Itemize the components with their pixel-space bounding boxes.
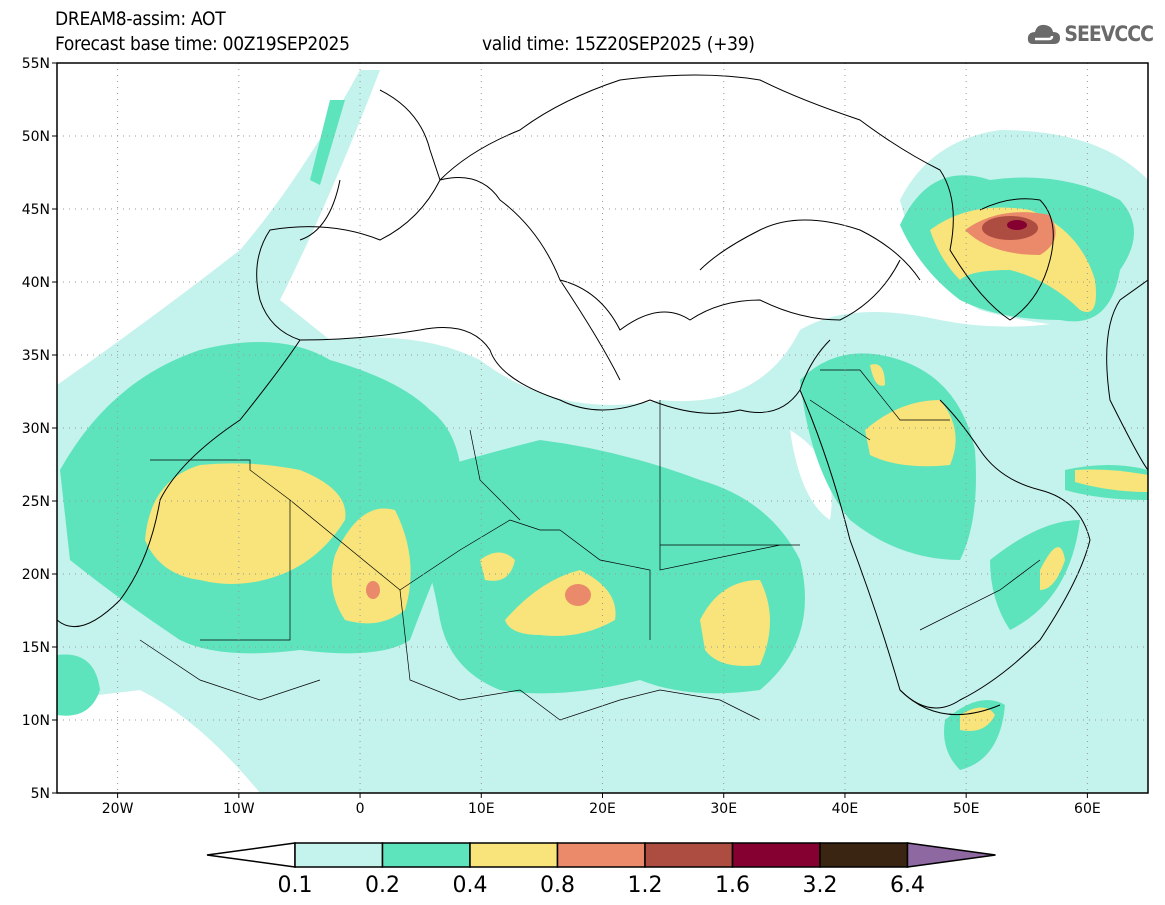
longitude-labels: 20W 10W 0 10E 20E 30E 40E 50E 60E xyxy=(102,793,1101,817)
map-title: DREAM8-assim: AOT xyxy=(55,8,226,30)
lat-label: 35N xyxy=(22,348,50,364)
coastlines xyxy=(57,74,1148,716)
lat-label: 45N xyxy=(22,202,50,218)
lat-label: 55N xyxy=(22,56,50,72)
legend-label: 1.2 xyxy=(628,873,663,898)
legend-arrow-low xyxy=(206,842,296,868)
lat-label: 25N xyxy=(22,494,50,510)
legend-arrow-high xyxy=(906,842,996,868)
lat-label: 10N xyxy=(22,713,50,729)
country-borders xyxy=(139,369,1041,721)
legend-swatch xyxy=(381,842,471,868)
legend-label: 3.2 xyxy=(803,873,838,898)
forecast-base-time: Forecast base time: 00Z19SEP2025 xyxy=(55,33,350,55)
legend-swatch xyxy=(644,842,734,868)
lat-label: 50N xyxy=(22,129,50,145)
legend-label: 0.4 xyxy=(453,873,488,898)
latitude-labels: 55N 50N 45N 40N 35N 30N 25N 20N 15N 10N 5N xyxy=(22,56,57,802)
legend-label: 6.4 xyxy=(890,873,925,898)
legend-swatch xyxy=(731,842,821,868)
lon-label: 30E xyxy=(710,801,737,817)
legend-swatch xyxy=(819,842,909,868)
lon-label: 40E xyxy=(832,801,859,817)
lon-label: 50E xyxy=(953,801,980,817)
valid-time: valid time: 15Z20SEP2025 (+39) xyxy=(482,33,755,55)
lon-label: 0 xyxy=(356,801,365,817)
lat-label: 40N xyxy=(22,275,50,291)
legend-swatch xyxy=(556,842,646,868)
legend-label: 1.6 xyxy=(715,873,750,898)
legend-label: 0.8 xyxy=(540,873,575,898)
lat-label: 15N xyxy=(22,640,50,656)
cloud-icon xyxy=(1028,24,1061,44)
lon-label: 10E xyxy=(468,801,495,817)
legend-swatch xyxy=(469,842,559,868)
legend-swatch xyxy=(294,842,384,868)
logo-text: SEEVCCC xyxy=(1064,22,1154,46)
lon-label: 60E xyxy=(1074,801,1101,817)
lat-label: 20N xyxy=(22,567,50,583)
aot-field xyxy=(57,70,1148,793)
lon-label: 20E xyxy=(589,801,616,817)
lat-label: 5N xyxy=(31,786,50,802)
lon-label: 10W xyxy=(223,801,255,817)
lon-label: 20W xyxy=(102,801,134,817)
aot-level-1.6 xyxy=(1007,220,1027,230)
seevccc-logo: SEEVCCC xyxy=(1027,22,1154,46)
lat-label: 30N xyxy=(22,421,50,437)
colorbar-legend: 0.1 0.2 0.4 0.8 1.2 1.6 3.2 6.4 xyxy=(206,842,996,898)
legend-label: 0.2 xyxy=(365,873,400,898)
legend-label: 0.1 xyxy=(278,873,313,898)
